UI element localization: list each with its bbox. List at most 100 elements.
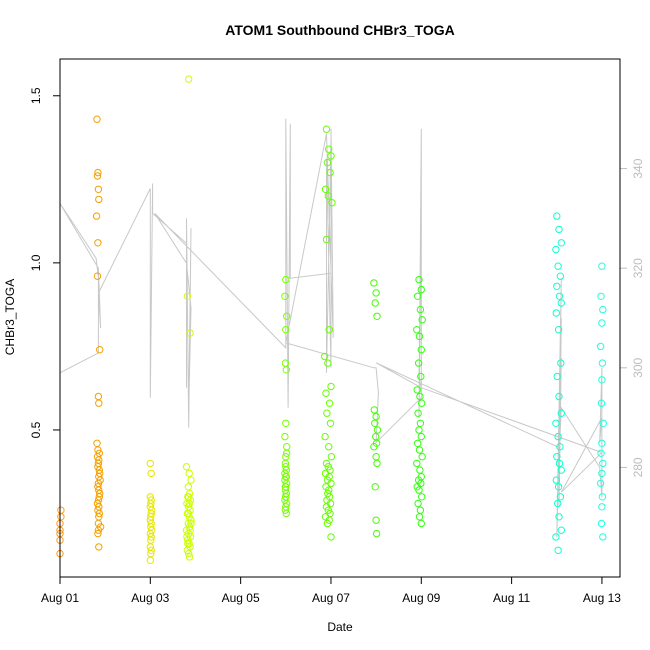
data-point (324, 359, 332, 367)
data-point (554, 499, 562, 508)
data-point (95, 399, 103, 407)
data-point (555, 392, 563, 401)
plot-frame (59, 58, 621, 578)
data-point (557, 526, 565, 534)
data-point (417, 432, 425, 441)
data-point (282, 419, 290, 427)
data-point (554, 262, 562, 270)
data-point (597, 449, 605, 457)
data-point (320, 352, 329, 361)
data-point (282, 326, 290, 334)
data-point (146, 459, 155, 468)
data-point (370, 443, 378, 451)
data-point (322, 389, 330, 397)
series-9 (596, 262, 607, 541)
series-1 (92, 115, 105, 551)
data-point (599, 533, 607, 541)
data-point (556, 272, 565, 280)
data-point (327, 382, 335, 391)
data-point (187, 476, 195, 484)
data-point (184, 539, 192, 548)
data-point (370, 406, 378, 414)
data-point (557, 239, 565, 247)
data-point (94, 529, 102, 538)
data-point (93, 172, 102, 180)
data-point (185, 75, 193, 83)
data-point (57, 506, 65, 514)
series-8 (552, 212, 565, 554)
data-point (323, 158, 332, 167)
data-point (372, 289, 380, 297)
data-point (94, 168, 102, 177)
x-tick-label: Aug 03 (131, 591, 169, 605)
data-point (554, 326, 563, 334)
data-point (553, 453, 561, 461)
data-point (414, 409, 422, 417)
y2-tick-label: 340 (631, 158, 645, 178)
data-point (553, 372, 561, 381)
data-point (417, 285, 425, 294)
data-point (325, 443, 333, 451)
data-point (414, 439, 422, 447)
series-5 (320, 125, 336, 541)
series-3 (182, 75, 195, 561)
data-point (598, 376, 606, 384)
data-point (555, 459, 564, 468)
y2-tick-label: 300 (631, 357, 645, 377)
data-point (321, 432, 329, 441)
y2-tick-label: 320 (631, 258, 645, 278)
data-point (94, 526, 103, 534)
data-point (372, 516, 380, 524)
data-point (555, 513, 563, 521)
data-point (555, 225, 563, 234)
data-point (597, 519, 606, 528)
data-point (327, 453, 336, 461)
data-point (416, 419, 425, 427)
data-point (598, 493, 607, 501)
data-point (417, 372, 425, 381)
data-point (182, 463, 191, 471)
y2-tick-label: 280 (631, 457, 645, 477)
x-tick-label: Aug 07 (312, 591, 350, 605)
data-point (281, 469, 289, 478)
data-point (282, 366, 290, 374)
data-point (371, 419, 379, 427)
data-point (281, 483, 290, 491)
data-point (184, 483, 193, 491)
y-axis-label: CHBr3_TOGA (3, 279, 17, 355)
data-point (416, 392, 424, 401)
data-point (282, 473, 290, 481)
data-point (414, 359, 423, 367)
data-point (415, 426, 423, 434)
data-point (327, 533, 335, 541)
data-point (281, 432, 289, 441)
data-point (598, 262, 606, 270)
data-point (556, 443, 564, 451)
data-point (413, 326, 421, 334)
series-2 (146, 459, 156, 564)
data-point (552, 533, 560, 541)
data-point (597, 399, 606, 407)
data-point (554, 546, 562, 554)
data-point (598, 503, 606, 511)
data-point (596, 479, 605, 488)
data-point (416, 305, 425, 314)
data-point (322, 235, 331, 244)
data-point (146, 556, 155, 564)
data-point (323, 409, 331, 417)
data-point (415, 275, 423, 284)
data-point (372, 412, 380, 421)
data-point (415, 332, 424, 341)
data-point (94, 239, 102, 247)
data-point (415, 513, 424, 521)
data-point (557, 299, 565, 307)
data-point (184, 509, 193, 518)
data-point (557, 359, 565, 367)
data-point (325, 326, 333, 334)
chart-title: ATOM1 Southbound CHBr3_TOGA (225, 22, 454, 38)
x-tick-label: Aug 13 (583, 591, 621, 605)
data-point (417, 346, 425, 354)
data-point (326, 168, 334, 177)
data-point (93, 115, 101, 123)
